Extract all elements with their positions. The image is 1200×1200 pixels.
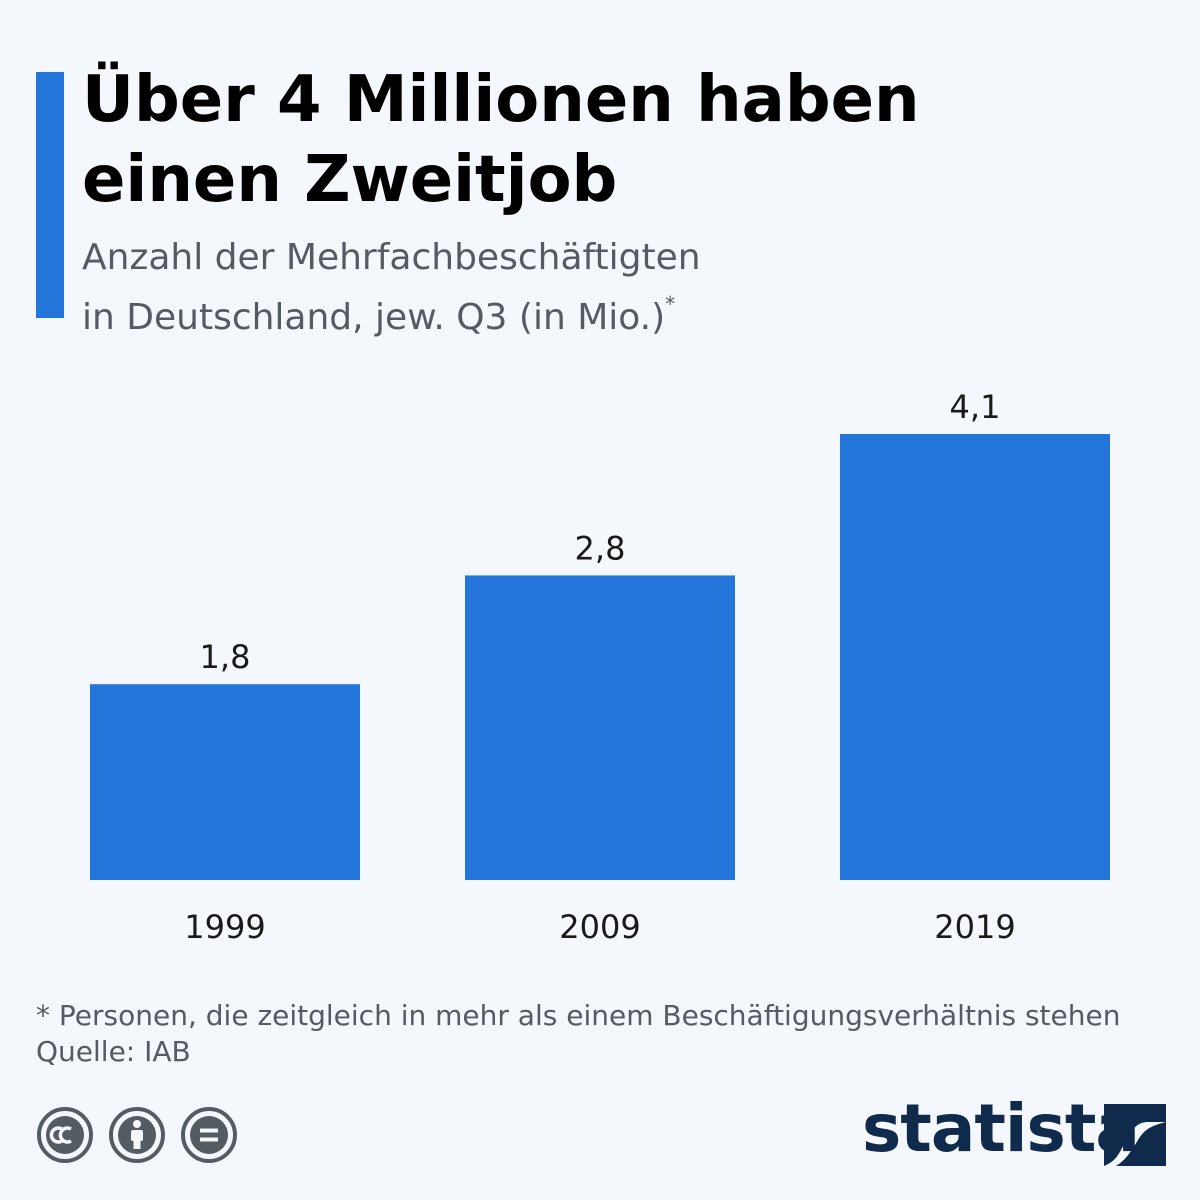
- bar-2009: [465, 575, 735, 880]
- category-label-2019: 2019: [934, 908, 1015, 940]
- category-label-2009: 2009: [559, 908, 640, 940]
- statista-wordmark[interactable]: statista: [862, 1090, 1140, 1167]
- chart-subtitle-line-2: in Deutschland, jew. Q3 (in Mio.)*: [82, 281, 1142, 341]
- title-accent-bar: [36, 72, 64, 318]
- bar-1999: [90, 684, 360, 880]
- chart-subtitle-line-1: Anzahl der Mehrfachbeschäftigten: [82, 237, 701, 278]
- bar-chart: 1,8 1999 2,8 2009 4,1 2019: [90, 388, 1110, 940]
- category-label-1999: 1999: [184, 908, 265, 940]
- chart-footnote: * Personen, die zeitgleich in mehr als e…: [36, 998, 1166, 1070]
- attribution-icon[interactable]: [108, 1106, 166, 1164]
- value-label-2009: 2,8: [575, 529, 626, 567]
- source-text: Quelle: IAB: [36, 1035, 191, 1068]
- no-derivatives-icon[interactable]: [180, 1106, 238, 1164]
- value-label-1999: 1,8: [200, 638, 251, 676]
- chart-subtitle-line-2-text: in Deutschland, jew. Q3 (in Mio.): [82, 297, 666, 338]
- bar-2019: [840, 434, 1110, 880]
- chart-title: Über 4 Millionen haben einen Zweitjob: [82, 60, 1142, 220]
- footnote-text: * Personen, die zeitgleich in mehr als e…: [36, 999, 1121, 1032]
- chart-title-line-1: Über 4 Millionen haben: [82, 63, 920, 137]
- value-label-2019: 4,1: [950, 388, 1001, 426]
- chart-title-line-2: einen Zweitjob: [82, 143, 618, 217]
- subtitle-asterisk: *: [665, 292, 676, 316]
- statista-logo-icon[interactable]: [1104, 1104, 1166, 1166]
- chart-subtitle: Anzahl der Mehrfachbeschäftigten in Deut…: [82, 234, 1142, 341]
- creative-commons-icon[interactable]: [36, 1106, 94, 1164]
